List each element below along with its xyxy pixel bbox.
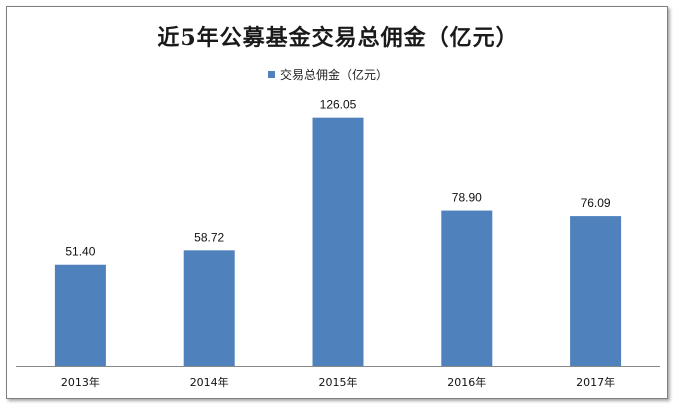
bar-0 (54, 264, 106, 366)
x-tick-label-0: 2013年 (61, 375, 100, 389)
legend-label: 交易总佣金（亿元） (280, 68, 389, 82)
chart-title: 近5年公募基金交易总佣金（亿元） (157, 25, 519, 51)
bar-3 (441, 210, 493, 366)
data-label-2: 126.05 (320, 98, 357, 112)
legend: 交易总佣金（亿元） (268, 66, 388, 83)
x-tick-label-2: 2015年 (319, 375, 358, 389)
x-tick-label-1: 2014年 (190, 375, 229, 389)
legend-swatch (268, 71, 275, 78)
bar-4 (570, 216, 622, 366)
data-label-3: 78.90 (452, 191, 482, 205)
data-label-1: 58.72 (194, 230, 224, 244)
x-tick-label-3: 2016年 (447, 375, 486, 389)
bar-1 (183, 250, 235, 366)
data-label-0: 51.40 (65, 245, 95, 259)
bar-2 (312, 117, 364, 366)
x-tick-label-4: 2017年 (576, 375, 615, 389)
data-label-4: 76.09 (581, 196, 611, 210)
